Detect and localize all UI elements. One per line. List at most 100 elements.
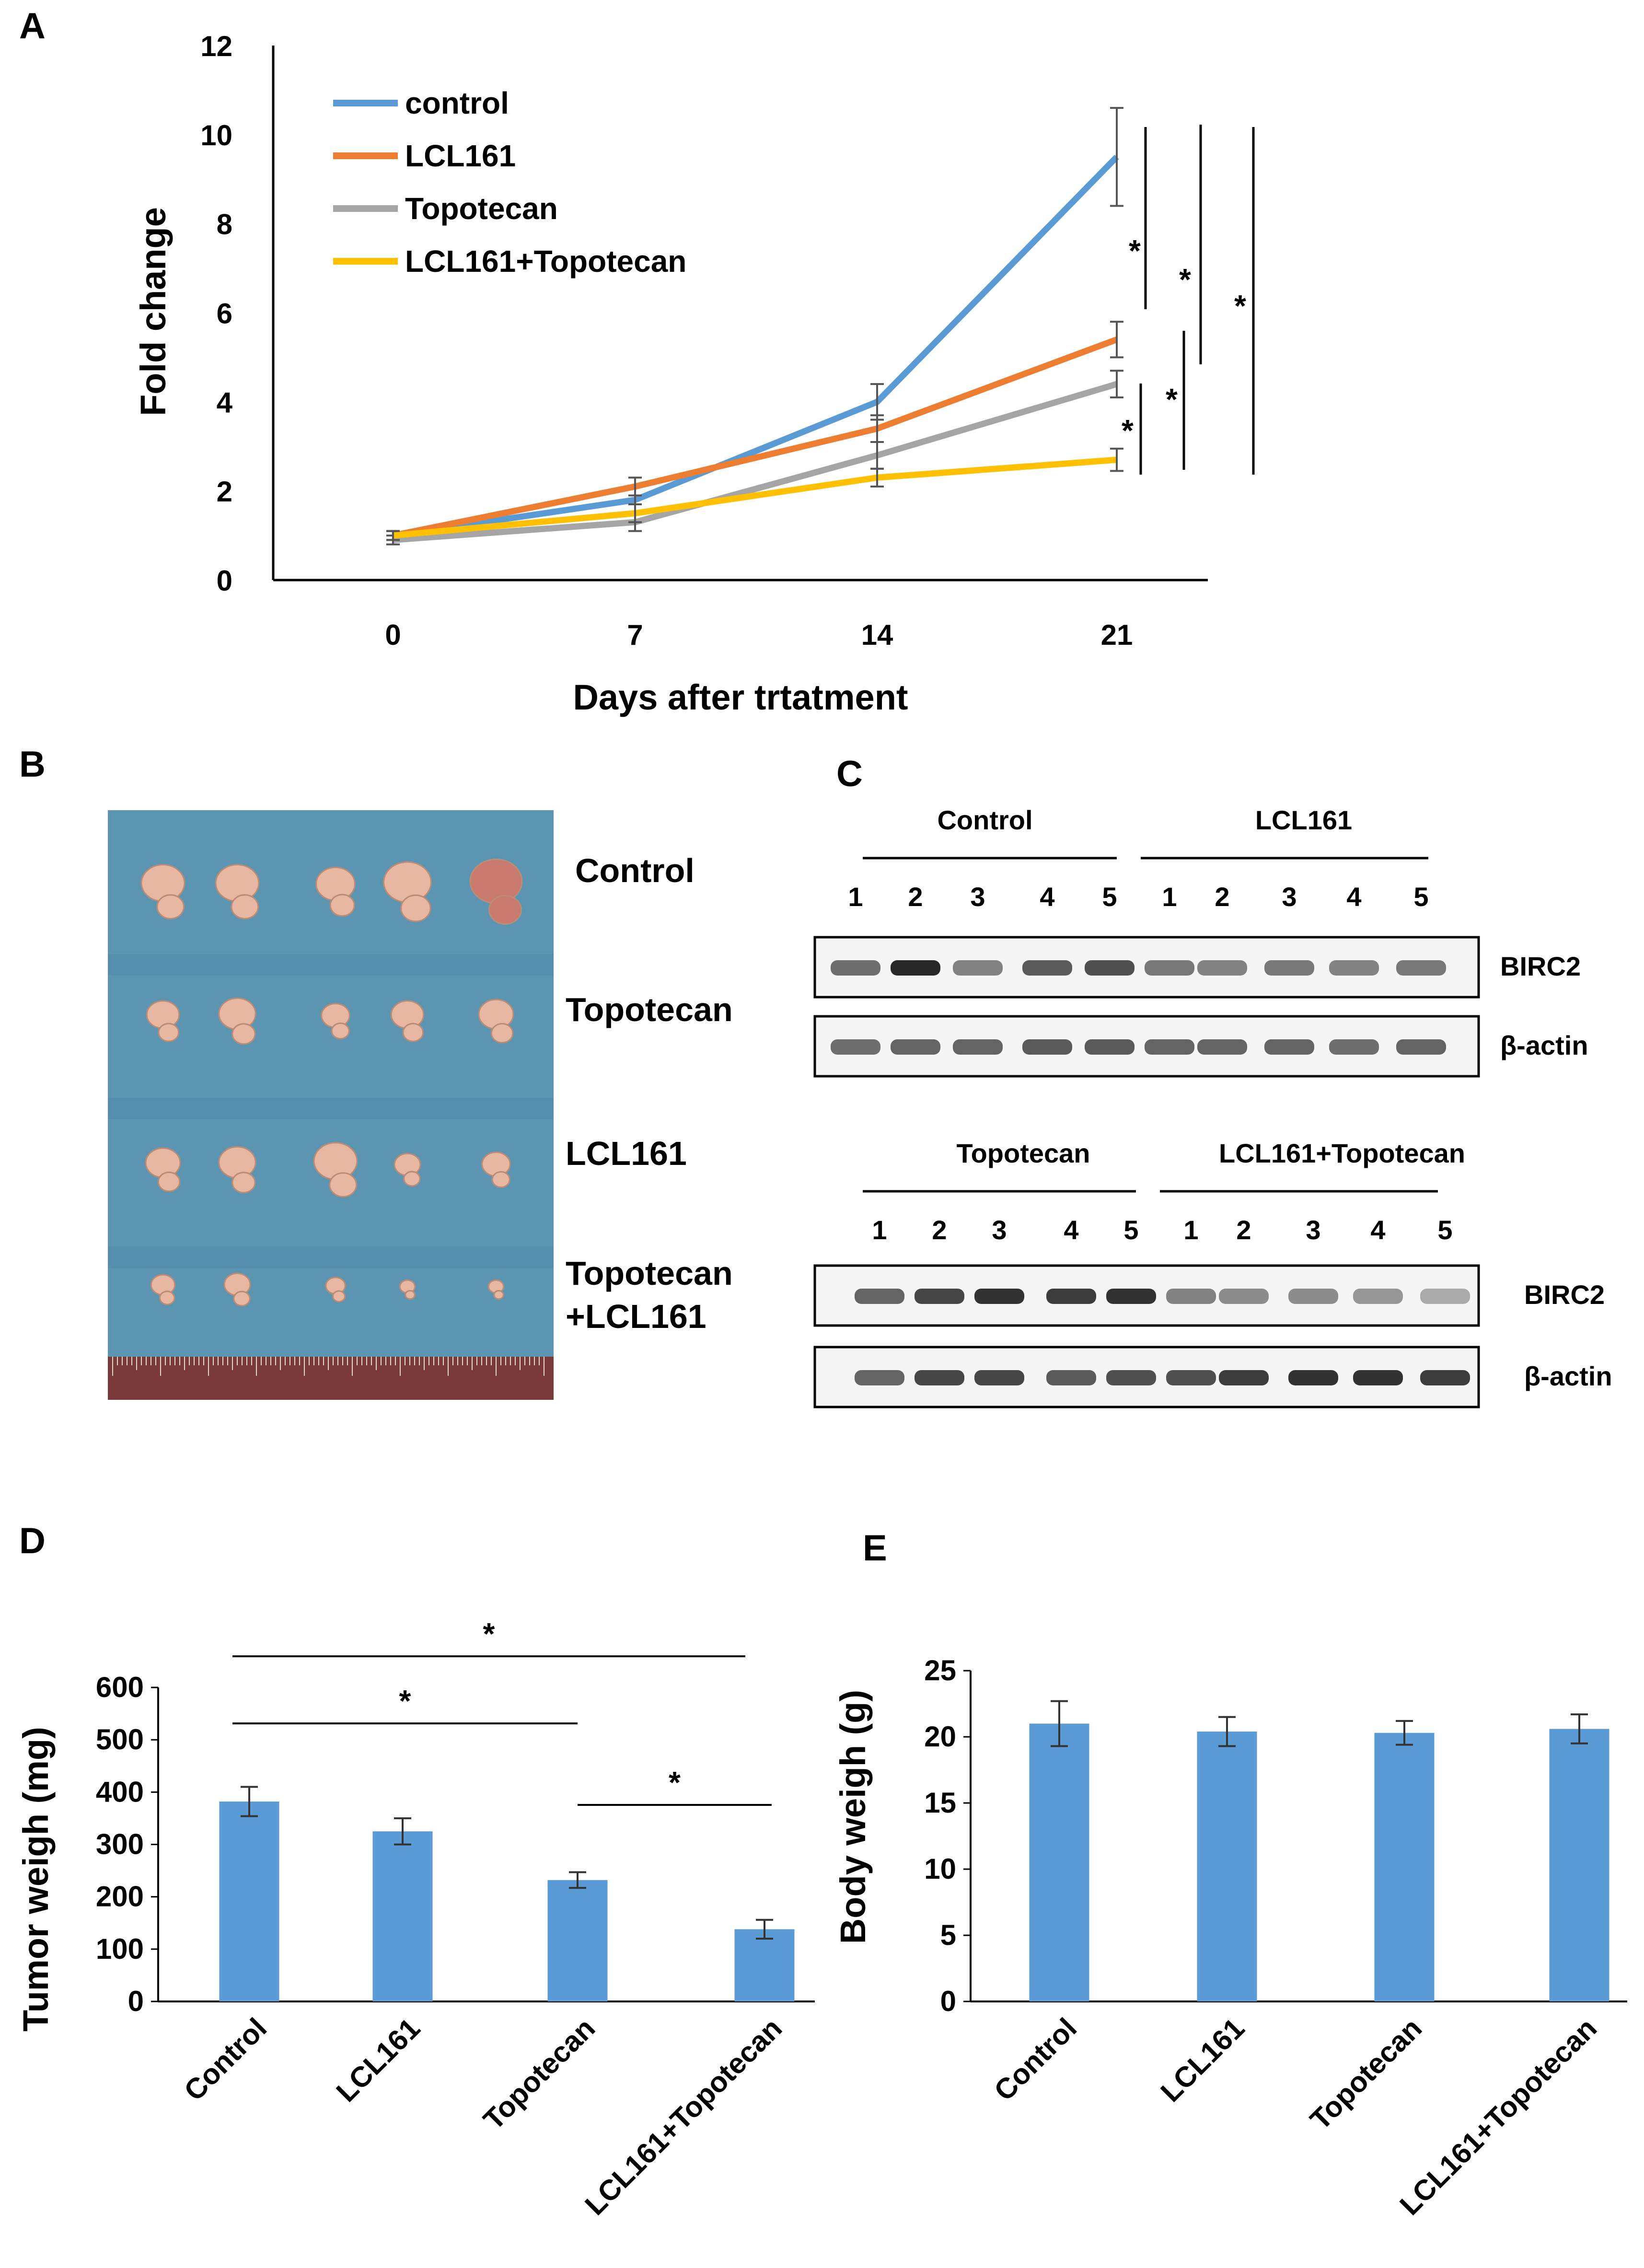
lane-number: 1: [872, 1215, 887, 1245]
tumor-lobe: [157, 1171, 181, 1192]
blot-band: [1022, 1039, 1072, 1055]
lane-number: 4: [1064, 1215, 1078, 1245]
blot-row-label: BIRC2: [1500, 951, 1581, 981]
blot-band: [1353, 1289, 1403, 1304]
tumor: [215, 864, 260, 902]
category-label: LCL161: [330, 2012, 427, 2108]
x-axis-title: Days after trtatment: [573, 677, 908, 717]
line-chart-fold-change: 0 2 4 6 8 10 12 0 7 14 21 Days after trtatment Fold …: [133, 30, 1255, 717]
lane-number: 5: [1437, 1215, 1452, 1245]
blot-band: [1145, 960, 1194, 976]
significance-star: *: [1234, 289, 1246, 323]
y-tick-label: 12: [200, 30, 232, 62]
blot-band: [915, 1370, 964, 1385]
blot-band: [974, 1289, 1024, 1304]
blot-row-label: BIRC2: [1524, 1279, 1605, 1310]
y-tick-label: 0: [940, 1985, 956, 2017]
blot-band: [1288, 1370, 1338, 1385]
y-tick-label: 400: [96, 1776, 144, 1808]
tumor-photo-panel: Control Topotecan LCL161 Topotecan +LCL161: [108, 810, 733, 1400]
tumor-lobe: [231, 894, 259, 919]
error-bar: [1110, 321, 1123, 359]
bar-1: [372, 1831, 433, 2001]
blot-band: [1353, 1370, 1403, 1385]
y-axis-title: Tumor weigh (mg): [16, 1727, 56, 2032]
bar-2: [1374, 1733, 1435, 2001]
blot-band: [1329, 1039, 1379, 1055]
series-line-3: [393, 456, 1117, 539]
blot-band: [1396, 960, 1446, 976]
blot-row-label: β-actin: [1524, 1361, 1612, 1391]
x-tick-label: 7: [627, 619, 643, 651]
lane-number: 4: [1370, 1215, 1385, 1245]
y-tick-label: 0: [217, 565, 232, 597]
blot-band: [1022, 960, 1072, 976]
series-line-2: [393, 381, 1118, 543]
error-bar: [1218, 1716, 1236, 1747]
lane-number: 1: [1162, 882, 1177, 912]
tumor: [145, 1147, 181, 1178]
lane-number: 1: [848, 882, 863, 912]
tumor: [478, 999, 514, 1030]
y-tick-label: 2: [217, 476, 232, 508]
photo-row-label: +LCL161: [566, 1298, 706, 1335]
bar-0: [219, 1801, 279, 2001]
panel-e-label: E: [863, 1528, 887, 1569]
category-label: Topotecan: [1304, 2012, 1428, 2136]
blot-band: [915, 1289, 964, 1304]
legend-label: Topotecan: [405, 191, 558, 226]
error-bar: [870, 467, 884, 488]
bar-1: [1197, 1731, 1257, 2001]
tumor: [218, 997, 256, 1030]
lane-number: 1: [1183, 1215, 1198, 1245]
y-tick-label: 500: [96, 1723, 144, 1756]
category-label: Control: [178, 2012, 273, 2107]
significance-star: *: [1166, 382, 1178, 417]
lane-number: 4: [1346, 882, 1361, 912]
tumor-lobe: [403, 1171, 421, 1187]
y-tick-label: 10: [924, 1853, 956, 1885]
significance-star: *: [669, 1765, 681, 1800]
blot-group-label: LCL161+Topotecan: [1219, 1138, 1465, 1168]
lane-number: 2: [1236, 1215, 1251, 1245]
tumor-lobe: [232, 1172, 256, 1194]
significance-star: *: [1129, 233, 1141, 268]
tumor-lobe: [400, 894, 431, 922]
y-tick-label: 15: [924, 1787, 956, 1819]
photo-row-label: Topotecan: [566, 991, 733, 1028]
blot-band: [1219, 1289, 1269, 1304]
tumor-lobe: [491, 1171, 510, 1188]
panel-c-label: C: [836, 754, 863, 794]
lane-number: 2: [1215, 882, 1229, 912]
tumor-lobe: [159, 1291, 175, 1305]
x-tick-label: 21: [1101, 619, 1133, 651]
western-blot-panel: Control LCL161 1 2 3 4 5 1 2 3 4 5 BIRC2 β-actin Topot…: [813, 805, 1612, 1408]
photo-row-label: Control: [575, 852, 695, 889]
x-tick-label: 14: [861, 619, 893, 651]
blot-group-label: LCL161: [1255, 805, 1352, 835]
error-bar: [386, 530, 400, 541]
significance-star: *: [399, 1684, 411, 1718]
error-bar: [1051, 1700, 1068, 1747]
tumor: [140, 864, 185, 902]
blot-band: [1085, 960, 1135, 976]
cloth-fold: [108, 1098, 554, 1119]
tumor-lobe: [329, 894, 355, 917]
blot-band: [1264, 960, 1314, 976]
category-label: LCL161: [1155, 2012, 1251, 2108]
y-tick-label: 6: [217, 298, 232, 330]
tumor-lobe: [233, 1291, 251, 1307]
blot-band: [1329, 960, 1379, 976]
bar-3: [734, 1929, 795, 2001]
blot-band: [891, 960, 940, 976]
y-axis-title: Body weigh (g): [833, 1690, 873, 1944]
blot-band: [1166, 1289, 1216, 1304]
tumor: [313, 1142, 358, 1180]
tumor-lobe: [405, 1290, 416, 1300]
blot-band: [1264, 1039, 1314, 1055]
lane-number: 3: [992, 1215, 1007, 1245]
tumor: [218, 1146, 256, 1179]
error-bar: [394, 1817, 411, 1846]
category-label: Control: [988, 2012, 1083, 2107]
